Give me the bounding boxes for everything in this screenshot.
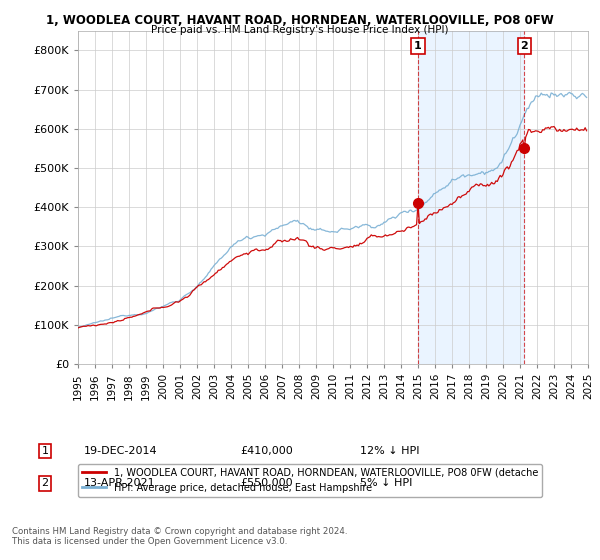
Text: 5% ↓ HPI: 5% ↓ HPI <box>360 478 412 488</box>
Text: Contains HM Land Registry data © Crown copyright and database right 2024.
This d: Contains HM Land Registry data © Crown c… <box>12 526 347 546</box>
Text: 12% ↓ HPI: 12% ↓ HPI <box>360 446 419 456</box>
Text: 2: 2 <box>41 478 49 488</box>
Text: 1: 1 <box>41 446 49 456</box>
Text: Price paid vs. HM Land Registry's House Price Index (HPI): Price paid vs. HM Land Registry's House … <box>151 25 449 35</box>
Text: 2: 2 <box>520 41 528 51</box>
Text: £410,000: £410,000 <box>240 446 293 456</box>
Bar <box>418 31 524 364</box>
Text: 1: 1 <box>414 41 422 51</box>
Text: 13-APR-2021: 13-APR-2021 <box>84 478 155 488</box>
Legend: 1, WOODLEA COURT, HAVANT ROAD, HORNDEAN, WATERLOOVILLE, PO8 0FW (detache, HPI: A: 1, WOODLEA COURT, HAVANT ROAD, HORNDEAN,… <box>78 464 542 497</box>
Text: £550,000: £550,000 <box>240 478 293 488</box>
Text: 1, WOODLEA COURT, HAVANT ROAD, HORNDEAN, WATERLOOVILLE, PO8 0FW: 1, WOODLEA COURT, HAVANT ROAD, HORNDEAN,… <box>46 14 554 27</box>
Text: 19-DEC-2014: 19-DEC-2014 <box>84 446 158 456</box>
